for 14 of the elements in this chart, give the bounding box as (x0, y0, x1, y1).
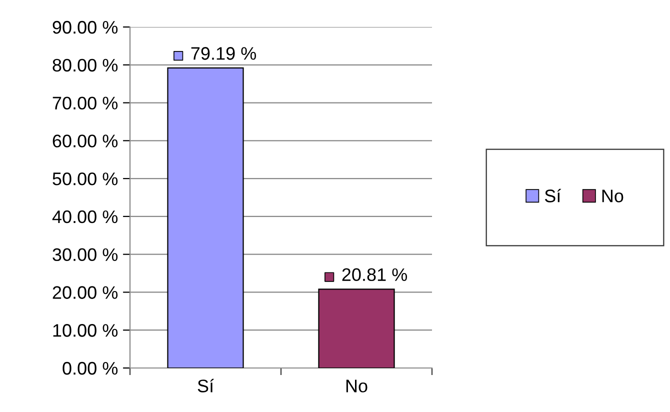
y-tick-label: 20.00 % (52, 286, 118, 299)
data-label: 79.19 % (191, 47, 256, 60)
y-tick-label: 40.00 % (52, 210, 118, 224)
y-tick-label: 50.00 % (52, 172, 118, 186)
y-tick-label: 30.00 % (52, 248, 118, 262)
legend-label: Sí (544, 188, 562, 202)
y-tick-label: 90.00 % (52, 20, 118, 34)
y-tick-label: 80.00 % (52, 58, 118, 72)
legend-label: No (602, 190, 624, 202)
y-tick-label: 0.00 % (62, 362, 118, 375)
y-tick-label: 10.00 % (53, 324, 118, 337)
y-tick-label: 60.00 % (52, 134, 118, 148)
y-tick-label: 70.00 % (52, 96, 118, 110)
data-label: 20.81 % (342, 268, 408, 282)
